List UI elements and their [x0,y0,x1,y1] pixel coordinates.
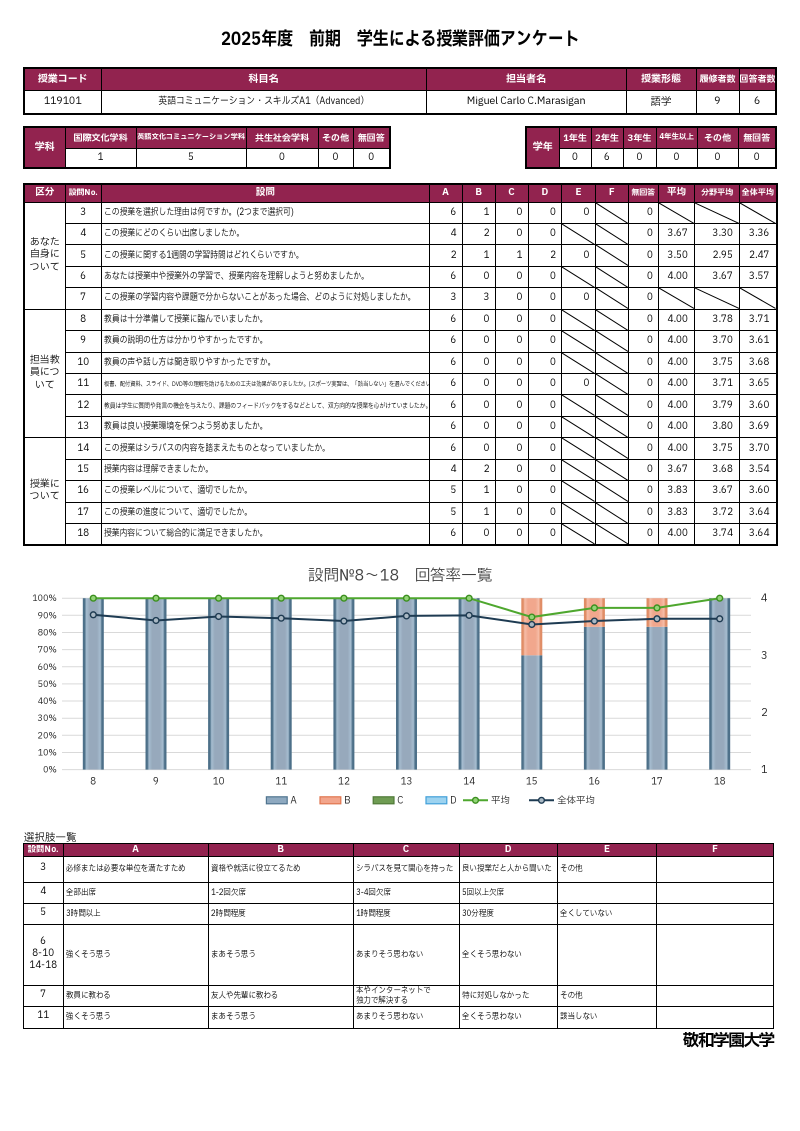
svg-text:100%: 100% [32,592,57,605]
svg-text:4: 4 [761,591,768,607]
svg-text:16: 16 [588,776,600,790]
svg-text:60%: 60% [38,661,57,674]
svg-text:50%: 50% [38,678,57,691]
svg-text:90%: 90% [38,609,57,622]
svg-text:2: 2 [761,705,768,721]
svg-text:A: A [290,794,297,808]
svg-text:40%: 40% [38,695,57,708]
svg-text:20%: 20% [38,729,57,742]
svg-text:10: 10 [213,776,225,790]
svg-text:12: 12 [338,776,350,790]
svg-text:9: 9 [153,776,159,790]
svg-text:15: 15 [526,776,538,790]
svg-text:13: 13 [401,776,413,790]
svg-text:80%: 80% [38,627,57,640]
svg-text:14: 14 [463,776,475,790]
svg-text:10%: 10% [38,747,57,760]
svg-text:18: 18 [714,776,726,790]
svg-text:30%: 30% [38,712,57,725]
svg-text:3: 3 [761,648,768,664]
svg-text:設問№8～18 回答率一覧: 設問№8～18 回答率一覧 [308,565,492,588]
svg-text:1: 1 [761,762,768,778]
svg-text:全体平均: 全体平均 [557,794,595,808]
svg-text:17: 17 [651,776,663,790]
svg-text:11: 11 [275,776,287,790]
svg-text:B: B [344,794,351,808]
svg-text:70%: 70% [38,644,57,657]
svg-text:C: C [397,794,403,808]
svg-text:8: 8 [90,776,96,790]
svg-text:0%: 0% [43,764,57,777]
svg-text:平均: 平均 [491,794,510,808]
svg-text:D: D [450,794,457,808]
